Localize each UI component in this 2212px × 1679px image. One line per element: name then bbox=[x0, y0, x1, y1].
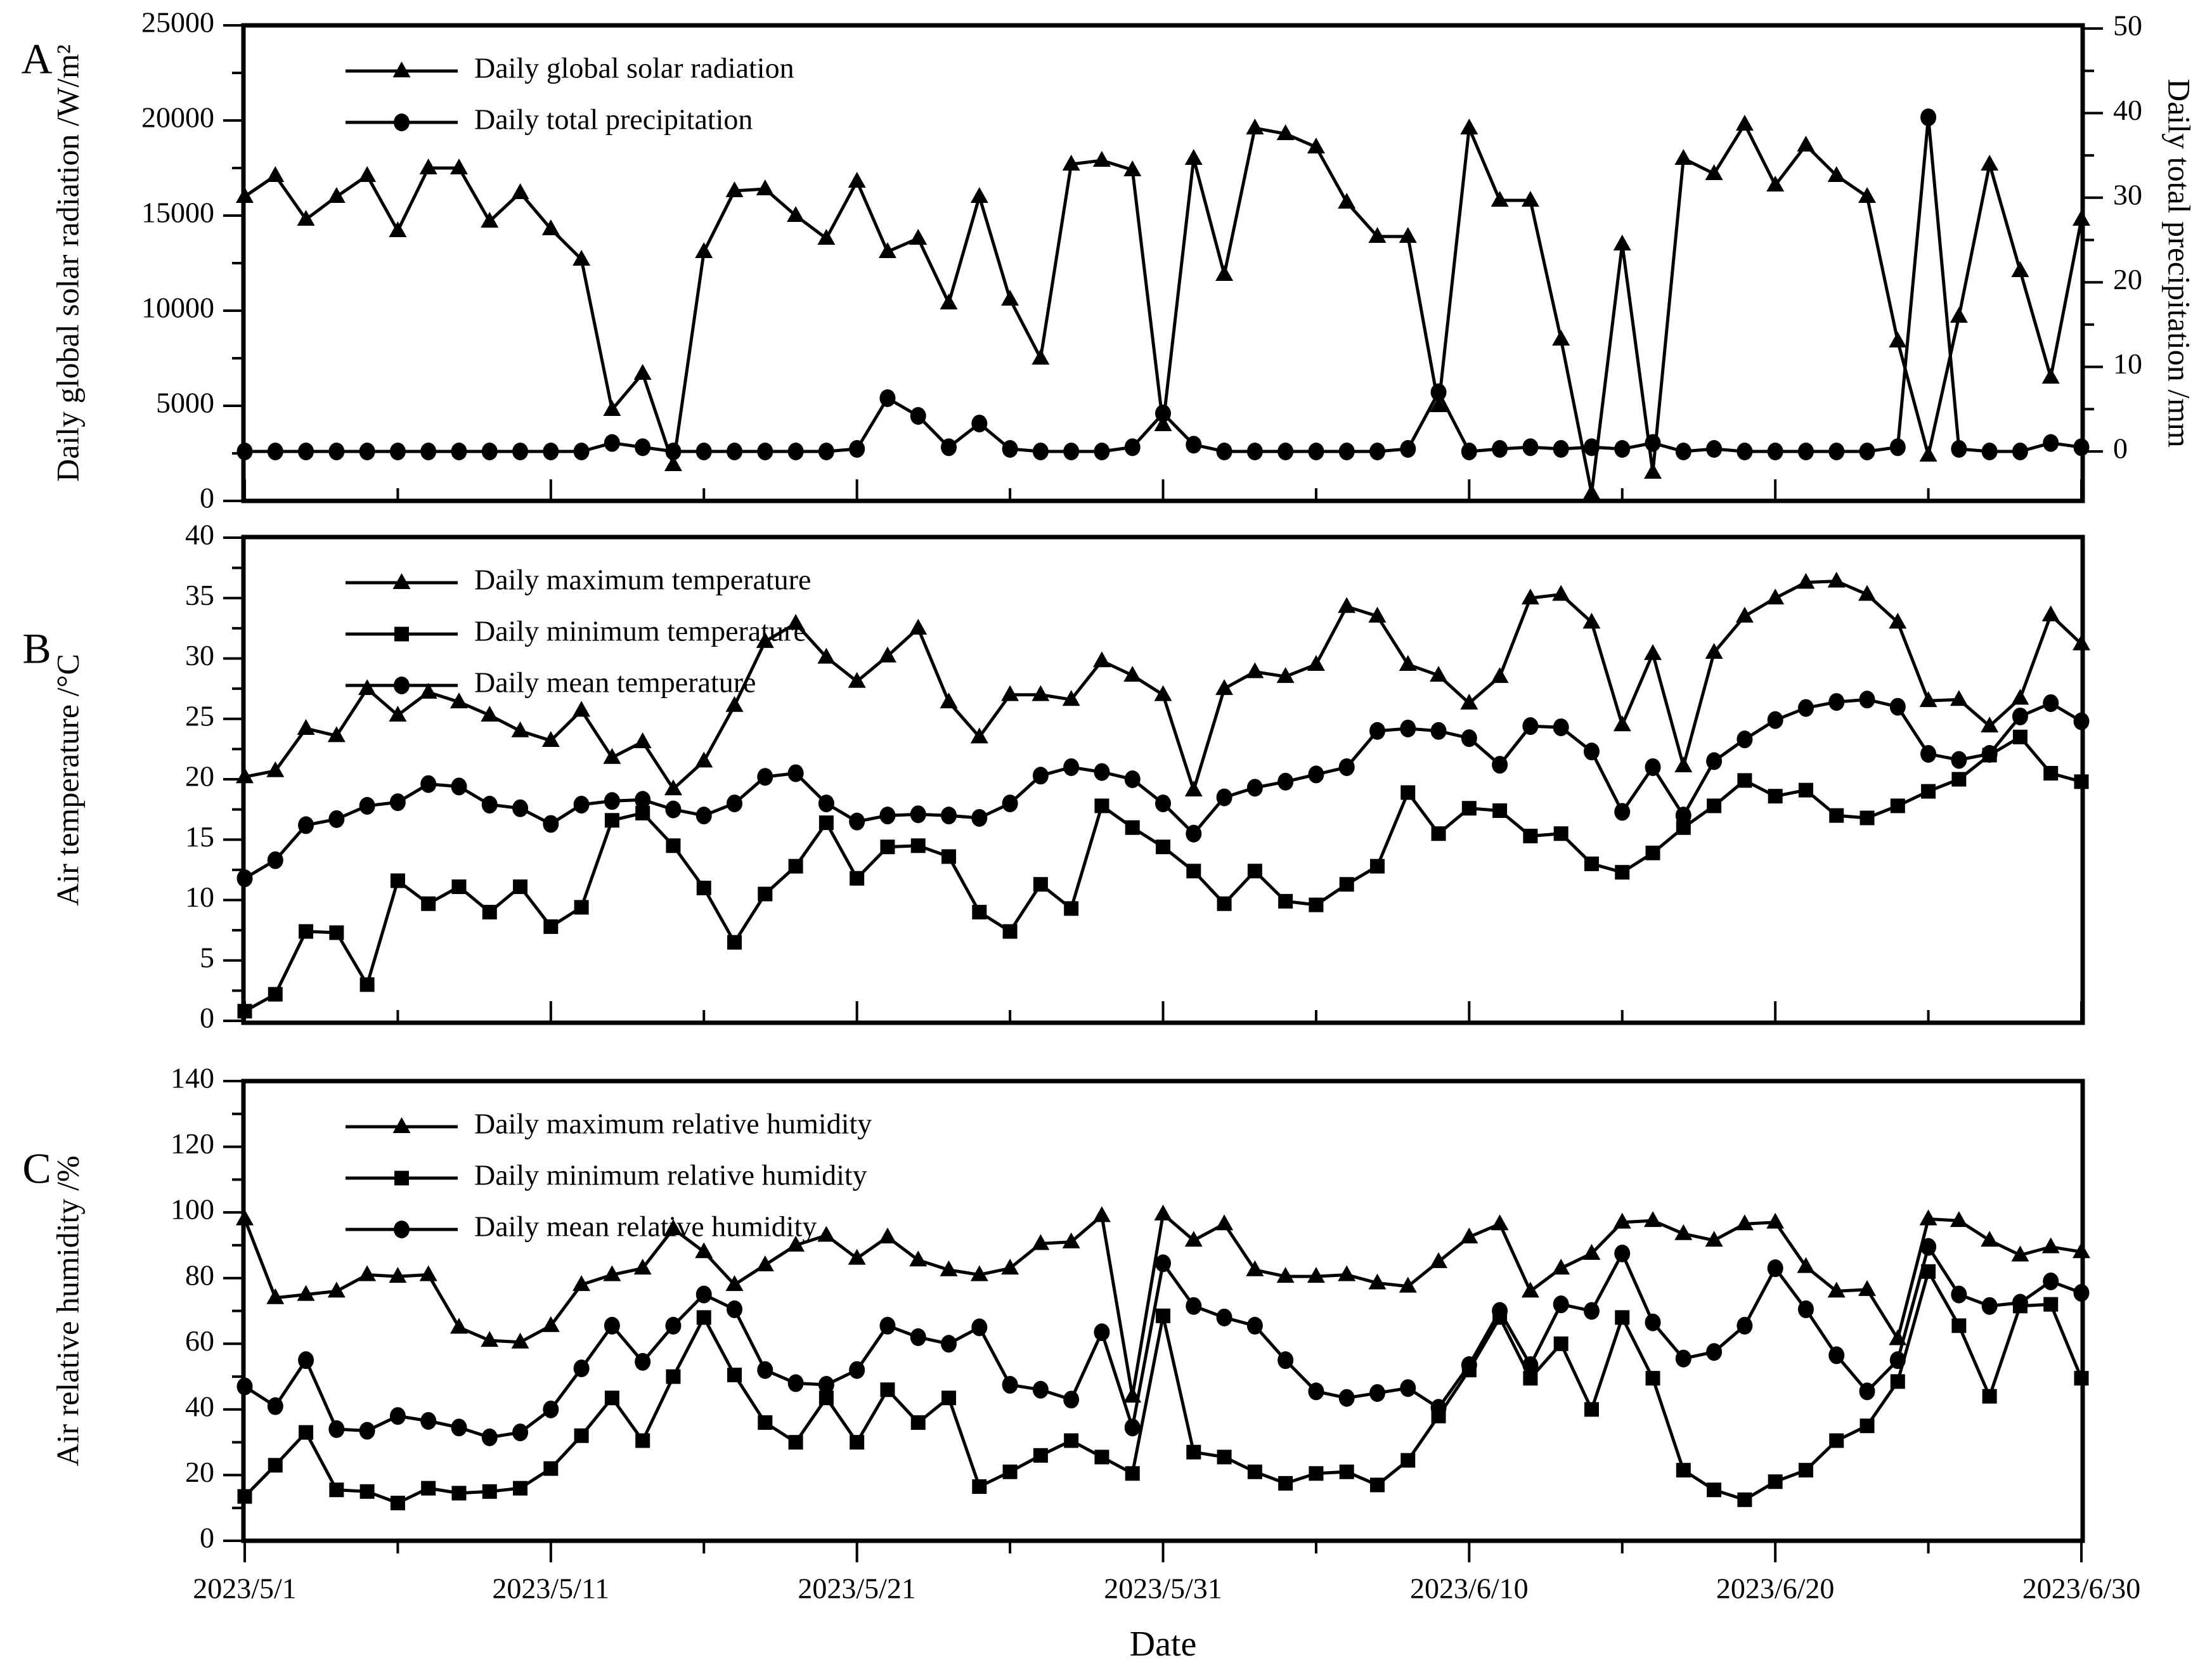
y-left-tick-label: 140 bbox=[171, 1062, 214, 1094]
y-left-tick-label: 120 bbox=[171, 1127, 214, 1160]
legend-entry-square: Daily minimum relative humidity bbox=[346, 1159, 867, 1191]
legend-label: Daily mean temperature bbox=[474, 666, 756, 699]
y-right-tick-label: 10 bbox=[2113, 347, 2142, 380]
series-daily-minimum-relative-humidity bbox=[237, 1264, 2089, 1510]
series-daily-maximum-relative-humidity bbox=[236, 1204, 2090, 1403]
y-left-tick-label: 80 bbox=[185, 1259, 214, 1291]
y-left-tick-label: 20000 bbox=[141, 101, 214, 134]
y-left-tick-label: 5000 bbox=[156, 387, 214, 419]
y-right-tick-label: 30 bbox=[2113, 178, 2142, 211]
y-right-tick-label: 20 bbox=[2113, 263, 2142, 295]
y-right-tick-label: 0 bbox=[2113, 432, 2128, 465]
x-tick-label: 2023/6/20 bbox=[1716, 1572, 1835, 1605]
x-axis-title: Date bbox=[1130, 1624, 1197, 1664]
legend-entry-circle: Daily total precipitation bbox=[346, 103, 753, 136]
y-left-tick-label: 10 bbox=[185, 881, 214, 913]
x-tick-label: 2023/6/30 bbox=[2022, 1572, 2141, 1605]
panel-B: B 0 5 10 15 20 25 30 35 40 Air temperature /°C Dail… bbox=[22, 519, 2090, 1034]
legend-entry-triangle: Daily maximum relative humidity bbox=[346, 1108, 872, 1140]
series-line bbox=[243, 735, 2082, 1013]
y-left-tick-label: 25000 bbox=[141, 6, 214, 39]
legend-label: Daily maximum relative humidity bbox=[474, 1108, 872, 1140]
series-daily-mean-temperature bbox=[236, 690, 2090, 888]
y-right-tick-label: 40 bbox=[2113, 94, 2142, 126]
y-left-tick-label: 15 bbox=[185, 820, 214, 853]
legend-label: Daily global solar radiation bbox=[474, 52, 794, 84]
x-tick-label: 2023/5/31 bbox=[1104, 1572, 1222, 1605]
y-left-tick-label: 0 bbox=[200, 1002, 214, 1034]
y-left-axis-title: Air temperature /°C bbox=[49, 654, 85, 906]
series-daily-mean-relative-humidity bbox=[236, 1238, 2090, 1446]
y-left-tick-label: 10000 bbox=[141, 292, 214, 324]
y-left-tick-label: 5 bbox=[200, 941, 214, 973]
y-right-axis-title: Daily total precipitation /mm bbox=[2162, 79, 2197, 448]
series-daily-minimum-temperature bbox=[237, 729, 2089, 1019]
legend-entry-circle: Daily mean relative humidity bbox=[346, 1210, 817, 1243]
panel-A: A 0 5000 10000 15000 20000 25000 0 10 20 30 40 50 Dai… bbox=[21, 6, 2197, 514]
x-tick-label: 2023/5/21 bbox=[798, 1572, 916, 1605]
y-left-tick-label: 40 bbox=[185, 519, 214, 551]
y-left-tick-label: 60 bbox=[185, 1325, 214, 1357]
y-left-tick-label: 35 bbox=[185, 579, 214, 611]
series-daily-maximum-temperature bbox=[236, 571, 2090, 797]
legend-label: Daily maximum temperature bbox=[474, 564, 811, 596]
x-tick-label: 2023/5/1 bbox=[193, 1572, 297, 1605]
panel-letter-A: A bbox=[21, 35, 52, 83]
legend-entry-triangle: Daily maximum temperature bbox=[346, 564, 811, 596]
y-left-axis-title: Daily global solar radiation /W/m² bbox=[49, 44, 85, 482]
series-daily-total-precipitation bbox=[236, 108, 2090, 460]
panel-B-border bbox=[241, 535, 2085, 1025]
panel-letter-C: C bbox=[22, 1144, 51, 1193]
series-line bbox=[245, 117, 2082, 453]
y-left-tick-label: 20 bbox=[185, 1456, 214, 1488]
y-left-tick-label: 100 bbox=[171, 1193, 214, 1226]
x-tick-label: 2023/6/10 bbox=[1410, 1572, 1529, 1605]
panel-C: C 0 20 40 60 80 100 120 140 2023/5/1 2023/5/11 2023… bbox=[22, 1062, 2140, 1605]
y-left-tick-label: 0 bbox=[200, 1522, 214, 1554]
legend-entry-triangle: Daily global solar radiation bbox=[346, 52, 794, 84]
legend-entry-square: Daily minimum temperature bbox=[346, 615, 806, 647]
y-left-axis-title: Air relative humidity /% bbox=[49, 1155, 85, 1466]
series-daily-global-solar-radiation bbox=[236, 115, 2090, 500]
y-left-tick-label: 20 bbox=[185, 760, 214, 793]
legend-label: Daily mean relative humidity bbox=[474, 1210, 817, 1243]
y-left-tick-label: 40 bbox=[185, 1390, 214, 1422]
y-left-tick-label: 0 bbox=[200, 482, 214, 514]
x-tick-label: 2023/5/11 bbox=[492, 1572, 609, 1605]
legend-label: Daily minimum temperature bbox=[474, 615, 806, 647]
series-line bbox=[243, 120, 2083, 494]
y-right-tick-label: 50 bbox=[2113, 10, 2142, 42]
legend-entry-circle: Daily mean temperature bbox=[346, 666, 756, 699]
legend-label: Daily minimum relative humidity bbox=[474, 1159, 867, 1191]
legend-label: Daily total precipitation bbox=[474, 103, 753, 136]
y-left-tick-label: 25 bbox=[185, 699, 214, 732]
y-left-tick-label: 15000 bbox=[141, 197, 214, 229]
panel-letter-B: B bbox=[22, 625, 51, 673]
y-left-tick-label: 30 bbox=[185, 639, 214, 671]
